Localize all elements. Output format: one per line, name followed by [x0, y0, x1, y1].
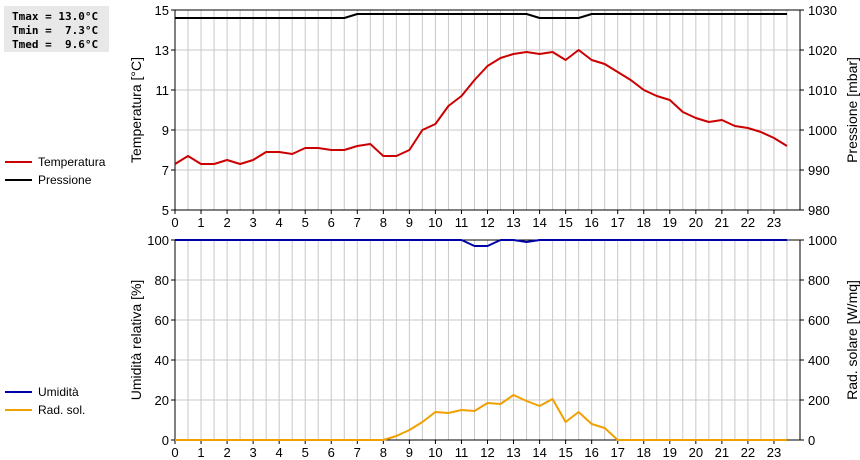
x-tick-label: 19 — [663, 215, 677, 230]
x-tick-label: 4 — [276, 215, 283, 230]
series-line — [174, 49, 788, 165]
y-tick-label: 100 — [147, 233, 169, 248]
x-tick-label: 17 — [610, 445, 624, 460]
x-tick-label: 5 — [302, 215, 309, 230]
y2-tick-label: 1020 — [808, 43, 837, 58]
y2-axis-title: Rad. solare [W/mq] — [844, 280, 860, 400]
legend-label: Rad. sol. — [38, 403, 85, 417]
x-tick-label: 16 — [584, 445, 598, 460]
x-tick-label: 11 — [455, 215, 469, 230]
y2-tick-label: 1000 — [808, 123, 837, 138]
x-tick-label: 13 — [506, 445, 520, 460]
x-tick-label: 14 — [532, 215, 546, 230]
tmax-stat: Tmax = 13.0°C — [12, 10, 99, 23]
x-tick-label: 10 — [428, 445, 442, 460]
x-tick-label: 3 — [250, 445, 257, 460]
y-tick-label: 40 — [155, 353, 169, 368]
x-tick-label: 11 — [455, 445, 469, 460]
y-tick-label: 9 — [162, 123, 169, 138]
x-tick-label: 14 — [532, 445, 546, 460]
y2-tick-label: 800 — [808, 273, 830, 288]
tmin-stat: Tmin = 7.3°C — [12, 24, 99, 37]
x-tick-label: 2 — [223, 215, 230, 230]
y-tick-label: 0 — [162, 433, 169, 448]
x-tick-label: 12 — [480, 445, 494, 460]
x-tick-label: 20 — [689, 445, 703, 460]
series-line — [175, 394, 787, 441]
y2-axis-title: Pressione [mbar] — [844, 57, 860, 163]
y2-tick-label: 1010 — [808, 83, 837, 98]
y-tick-label: 15 — [155, 3, 169, 18]
y2-tick-label: 1030 — [808, 3, 837, 18]
x-tick-label: 9 — [406, 215, 413, 230]
y-tick-label: 20 — [155, 393, 169, 408]
x-tick-label: 4 — [276, 445, 283, 460]
x-tick-label: 23 — [767, 215, 781, 230]
y2-tick-label: 200 — [808, 393, 830, 408]
x-tick-label: 18 — [637, 215, 651, 230]
legend-label: Umidità — [38, 385, 79, 399]
y-tick-label: 11 — [156, 83, 170, 98]
x-tick-label: 20 — [689, 215, 703, 230]
x-tick-label: 0 — [171, 215, 178, 230]
series-line — [175, 13, 787, 19]
x-tick-label: 1 — [197, 215, 204, 230]
y-axis-title: Temperatura [°C] — [128, 57, 144, 163]
y2-tick-label: 0 — [808, 433, 815, 448]
y-tick-label: 80 — [155, 273, 169, 288]
stats-box: Tmax = 13.0°C Tmin = 7.3°C Tmed = 9.6°C — [4, 6, 109, 52]
legend-label: Pressione — [38, 173, 92, 187]
y-tick-label: 5 — [162, 203, 169, 218]
x-tick-label: 18 — [637, 445, 651, 460]
x-tick-label: 15 — [558, 215, 572, 230]
y2-tick-label: 400 — [808, 353, 830, 368]
x-tick-label: 2 — [223, 445, 230, 460]
x-tick-label: 10 — [428, 215, 442, 230]
x-tick-label: 1 — [197, 445, 204, 460]
x-tick-label: 13 — [506, 215, 520, 230]
x-tick-label: 5 — [302, 445, 309, 460]
x-tick-label: 22 — [741, 445, 755, 460]
y2-tick-label: 600 — [808, 313, 830, 328]
y-tick-label: 13 — [155, 43, 169, 58]
x-tick-label: 8 — [380, 215, 387, 230]
x-tick-label: 0 — [171, 445, 178, 460]
x-tick-label: 6 — [328, 215, 335, 230]
x-tick-label: 21 — [715, 215, 729, 230]
x-tick-label: 16 — [584, 215, 598, 230]
y-axis-title: Umidità relativa [%] — [128, 280, 144, 401]
x-tick-label: 7 — [354, 445, 361, 460]
x-tick-label: 17 — [610, 215, 624, 230]
y2-tick-label: 980 — [808, 203, 830, 218]
x-tick-label: 6 — [328, 445, 335, 460]
y2-tick-label: 1000 — [808, 233, 837, 248]
y2-tick-label: 990 — [808, 163, 830, 178]
x-tick-label: 19 — [663, 445, 677, 460]
x-tick-label: 12 — [480, 215, 494, 230]
x-tick-label: 22 — [741, 215, 755, 230]
x-tick-label: 9 — [406, 445, 413, 460]
y-tick-label: 60 — [155, 313, 169, 328]
tmed-stat: Tmed = 9.6°C — [12, 38, 99, 51]
legend-label: Temperatura — [38, 155, 106, 169]
series-line — [175, 239, 787, 247]
x-tick-label: 3 — [250, 215, 257, 230]
x-tick-label: 8 — [380, 445, 387, 460]
x-tick-label: 15 — [558, 445, 572, 460]
x-tick-label: 7 — [354, 215, 361, 230]
y-tick-label: 7 — [162, 163, 169, 178]
x-tick-label: 23 — [767, 445, 781, 460]
x-tick-label: 21 — [715, 445, 729, 460]
